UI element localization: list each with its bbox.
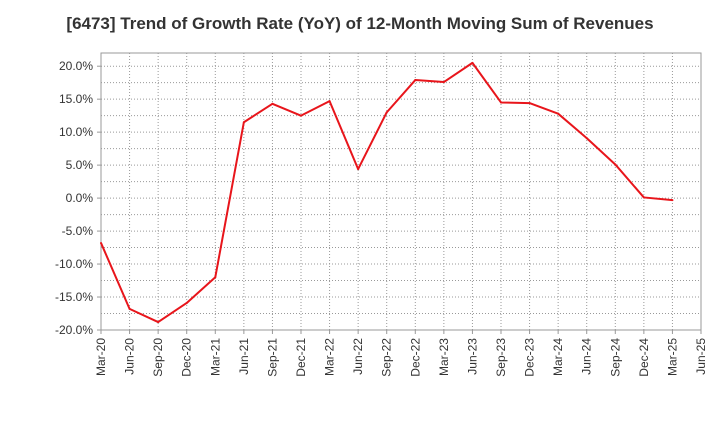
- x-tick-label: Mar-20: [94, 338, 108, 376]
- x-tick-label: Dec-23: [523, 338, 537, 377]
- data-point: [185, 301, 188, 304]
- data-point: [214, 276, 217, 279]
- data-point: [271, 102, 274, 105]
- x-tick-label: Jun-20: [123, 338, 137, 375]
- data-point: [414, 79, 417, 82]
- chart-title: [6473] Trend of Growth Rate (YoY) of 12-…: [66, 14, 654, 33]
- y-tick-label: -15.0%: [55, 290, 93, 304]
- data-point: [585, 137, 588, 140]
- y-tick-label: 20.0%: [59, 59, 93, 73]
- x-tick-label: Mar-22: [323, 338, 337, 376]
- x-tick-label: Mar-21: [208, 338, 222, 376]
- data-point: [642, 196, 645, 199]
- data-point: [300, 114, 302, 117]
- data-point: [357, 168, 360, 171]
- data-point: [442, 81, 445, 84]
- data-point: [100, 241, 102, 244]
- y-tick-label: 5.0%: [66, 158, 94, 172]
- data-point: [242, 121, 245, 124]
- data-point: [328, 100, 331, 103]
- y-tick-label: 0.0%: [66, 191, 94, 205]
- data-point: [128, 307, 131, 310]
- data-point: [471, 61, 474, 64]
- x-tick-label: Mar-23: [437, 338, 451, 376]
- data-point: [500, 101, 502, 104]
- x-tick-label: Dec-22: [408, 338, 422, 377]
- data-point: [528, 102, 531, 105]
- data-point: [671, 199, 674, 202]
- data-point: [614, 163, 617, 166]
- data-point: [385, 111, 388, 114]
- x-tick-label: Mar-24: [551, 338, 565, 376]
- y-tick-label: -10.0%: [55, 257, 93, 271]
- x-tick-label: Jun-23: [465, 338, 479, 375]
- x-tick-label: Dec-20: [180, 338, 194, 377]
- x-tick-label: Jun-22: [351, 338, 365, 375]
- data-point: [557, 112, 560, 115]
- plot-frame: [100, 52, 702, 331]
- x-tick-label: Sep-21: [265, 338, 279, 377]
- x-tick-label: Jun-25: [694, 338, 708, 375]
- x-tick-label: Sep-24: [608, 338, 622, 377]
- y-tick-label: 15.0%: [59, 92, 93, 106]
- x-tick-label: Sep-20: [151, 338, 165, 377]
- x-tick-label: Sep-23: [494, 338, 508, 377]
- x-tick-label: Jun-24: [580, 338, 594, 375]
- x-tick-label: Dec-24: [637, 338, 651, 377]
- x-tick-label: Jun-21: [237, 338, 251, 375]
- data-point: [157, 321, 160, 324]
- x-tick-label: Mar-25: [665, 338, 679, 376]
- x-tick-label: Sep-22: [380, 338, 394, 377]
- x-tick-label: Dec-21: [294, 338, 308, 377]
- plot-area: [101, 53, 701, 330]
- y-tick-label: 10.0%: [59, 125, 93, 139]
- y-tick-label: -5.0%: [62, 224, 94, 238]
- y-tick-label: -20.0%: [55, 323, 93, 337]
